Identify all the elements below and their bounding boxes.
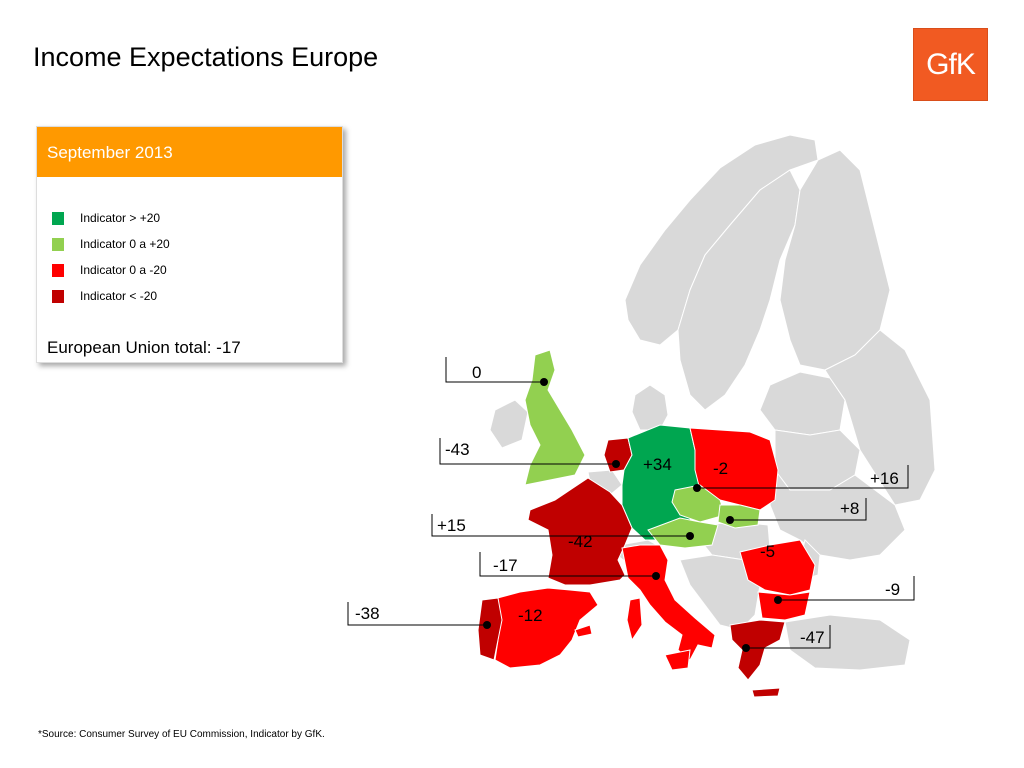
label-bulgaria: -9	[885, 580, 900, 599]
country-russia-west	[824, 329, 936, 506]
legend-item-positive: Indicator 0 a +20	[52, 231, 170, 257]
dot-netherlands	[612, 460, 620, 468]
gfk-logo: GfK	[913, 28, 988, 101]
label-portugal: -38	[355, 604, 380, 623]
country-slovakia	[717, 504, 761, 529]
dot-czech	[693, 484, 701, 492]
label-spain: -12	[518, 606, 543, 625]
country-uk	[524, 349, 586, 486]
country-italy	[621, 544, 716, 661]
callout-dots	[483, 378, 782, 652]
country-ireland	[489, 399, 529, 449]
callout-line-greece	[746, 625, 831, 649]
label-slovakia: +8	[840, 499, 859, 518]
label-czech-republic: +16	[870, 469, 899, 488]
dot-slovakia	[726, 516, 734, 524]
legend-label: Indicator 0 a -20	[80, 263, 167, 277]
logo-text: GfK	[926, 47, 976, 81]
callout-line-netherlands	[439, 438, 616, 465]
country-crete	[751, 687, 781, 698]
label-italy: -17	[493, 556, 518, 575]
country-romania	[739, 539, 816, 596]
country-austria	[647, 517, 719, 549]
callout-line-portugal	[347, 602, 487, 626]
label-uk: 0	[472, 363, 481, 382]
country-balearic	[574, 624, 593, 638]
legend-label: Indicator > +20	[80, 211, 161, 225]
legend-label: Indicator 0 a +20	[80, 237, 170, 251]
label-france: -42	[568, 532, 593, 551]
page-title: Income Expectations Europe	[33, 42, 379, 72]
legend-swatch	[52, 237, 64, 251]
callout-line-austria	[431, 514, 690, 537]
country-denmark	[631, 384, 669, 431]
label-poland: -2	[713, 459, 728, 478]
legend-item-negative: Indicator 0 a -20	[52, 257, 170, 283]
legend-swatch	[52, 263, 64, 277]
country-bulgaria	[757, 591, 811, 621]
callout-line-italy	[479, 552, 656, 577]
dot-bulgaria	[774, 596, 782, 604]
country-sardinia	[626, 597, 643, 642]
country-ukraine	[769, 468, 906, 561]
callout-line-bulgaria	[778, 576, 915, 601]
dot-uk	[540, 378, 548, 386]
legend-item-strong-negative: Indicator < -20	[52, 283, 170, 309]
label-austria: +15	[437, 516, 466, 535]
other-countries	[489, 134, 936, 671]
country-greece	[729, 619, 786, 681]
label-romania: -5	[760, 542, 775, 561]
country-turkey	[784, 614, 911, 671]
source-note: *Source: Consumer Survey of EU Commissio…	[38, 729, 325, 740]
country-portugal	[477, 597, 503, 661]
label-netherlands: -43	[445, 440, 470, 459]
callout-line-uk	[445, 357, 544, 383]
label-greece: -47	[800, 628, 825, 647]
eu-total: European Union total: -17	[47, 338, 241, 357]
value-labels: 0 -43 +34 -2 +16 +8 +15 -42 -17 -5 -9 -3…	[355, 363, 900, 647]
legend-label: Indicator < -20	[80, 289, 158, 303]
country-sweden	[677, 169, 801, 411]
legend-header: September 2013	[37, 127, 342, 177]
dot-austria	[686, 532, 694, 540]
country-france	[527, 477, 633, 586]
callouts	[347, 357, 915, 649]
legend-swatch	[52, 289, 64, 303]
dot-italy	[652, 572, 660, 580]
label-germany: +34	[643, 455, 672, 474]
dot-greece	[742, 644, 750, 652]
legend-list: Indicator > +20 Indicator 0 a +20 Indica…	[52, 205, 170, 309]
dot-portugal	[483, 621, 491, 629]
legend-swatch	[52, 211, 64, 225]
callout-line-czech	[697, 465, 909, 489]
legend-panel: September 2013 Indicator > +20 Indicator…	[36, 126, 343, 363]
legend-item-strong-positive: Indicator > +20	[52, 205, 170, 231]
country-sicily	[664, 649, 691, 671]
callout-line-slovakia	[730, 498, 867, 521]
